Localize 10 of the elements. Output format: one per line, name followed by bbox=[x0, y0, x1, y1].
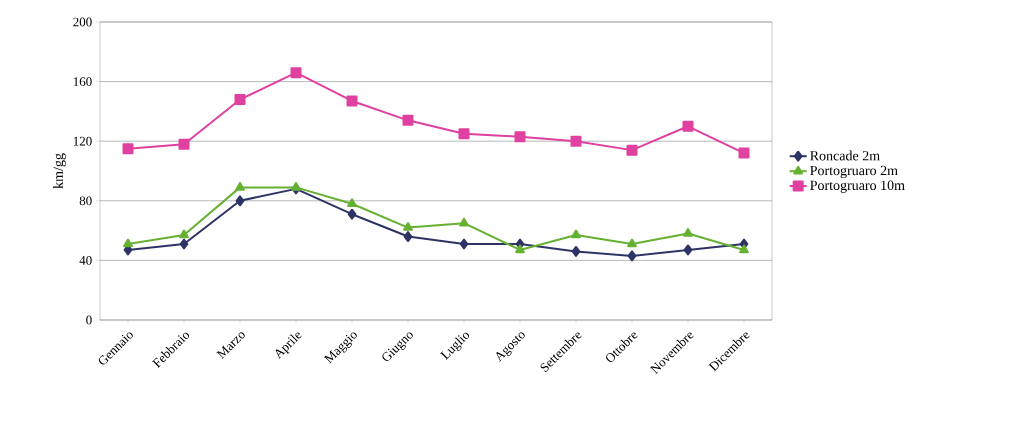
y-tick-label: 160 bbox=[73, 77, 92, 86]
y-tick-label: 0 bbox=[86, 315, 92, 325]
legend-label: Roncade 2m bbox=[810, 150, 880, 161]
legend-label: Portogruaro 10m bbox=[810, 180, 905, 193]
y-tick-label: 80 bbox=[79, 196, 92, 206]
legend-label: Portogruaro 2m bbox=[810, 165, 898, 179]
y-tick-label: 120 bbox=[73, 136, 92, 146]
y-tick-label: 40 bbox=[79, 256, 92, 265]
y-axis-title: km/gg bbox=[53, 153, 66, 189]
y-tick-label: 200 bbox=[73, 17, 92, 27]
